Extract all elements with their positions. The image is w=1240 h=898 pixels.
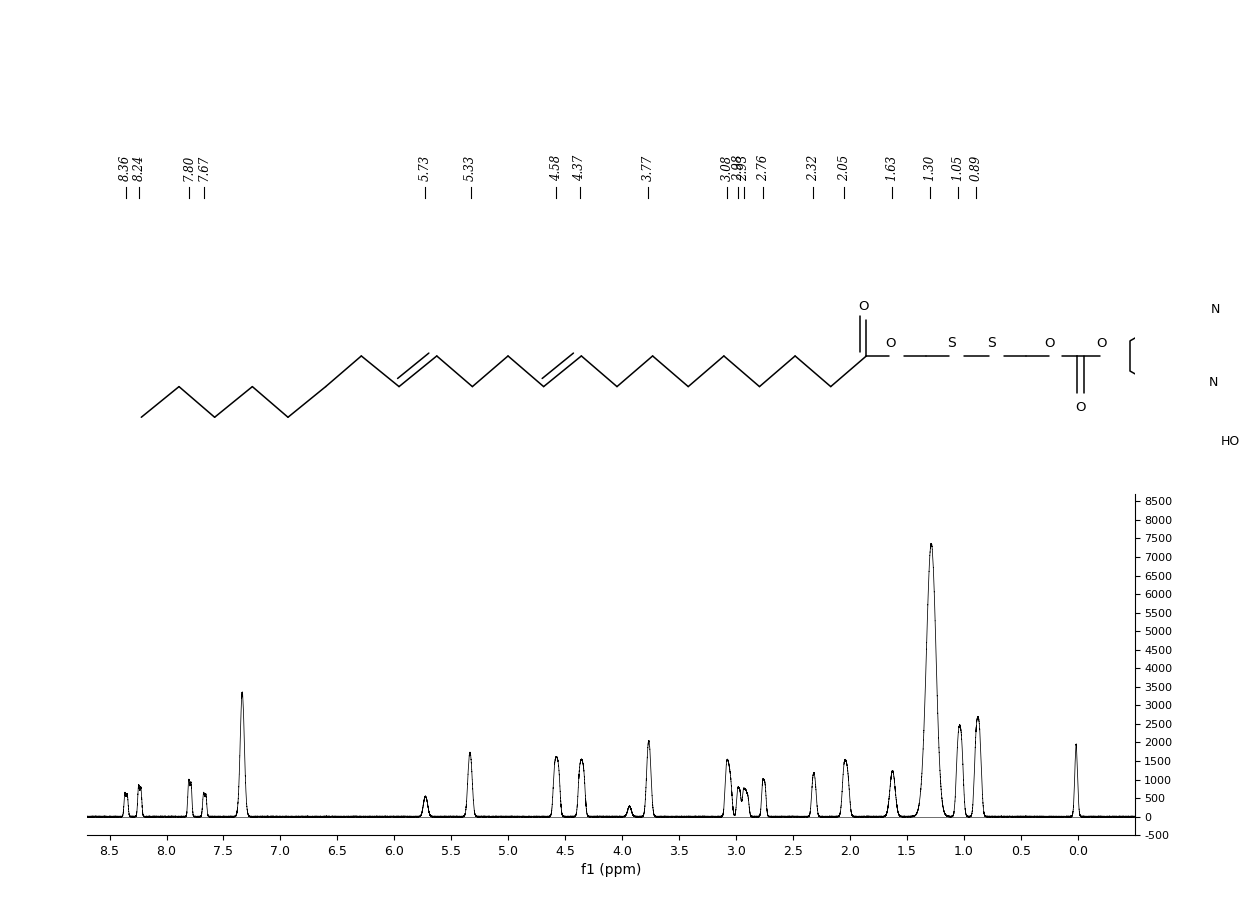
Text: 7.80: 7.80 <box>182 155 196 181</box>
Text: 1.05: 1.05 <box>951 155 965 181</box>
Text: N: N <box>1209 375 1218 389</box>
Text: 5.73: 5.73 <box>419 155 432 181</box>
Text: HO: HO <box>1221 435 1240 448</box>
Text: O: O <box>885 337 895 350</box>
Text: 2.93: 2.93 <box>738 155 750 181</box>
Text: 8.24: 8.24 <box>133 155 145 181</box>
Text: 4.58: 4.58 <box>549 155 563 181</box>
Text: 2.32: 2.32 <box>807 155 820 181</box>
Text: 1.30: 1.30 <box>923 155 936 181</box>
Text: 7.67: 7.67 <box>197 155 211 181</box>
Text: 5.33: 5.33 <box>464 155 477 181</box>
Text: O: O <box>858 300 868 313</box>
Text: S: S <box>987 336 996 350</box>
Text: 3.77: 3.77 <box>642 155 655 181</box>
Text: S: S <box>947 336 956 350</box>
Text: 2.05: 2.05 <box>838 155 851 181</box>
Text: 1.63: 1.63 <box>885 155 899 181</box>
Text: 2.76: 2.76 <box>756 155 770 181</box>
Text: O: O <box>1075 401 1085 414</box>
Text: 2.98: 2.98 <box>732 155 745 181</box>
Text: 4.37: 4.37 <box>573 155 587 181</box>
Text: O: O <box>1044 337 1055 350</box>
Text: 0.89: 0.89 <box>970 155 983 181</box>
X-axis label: f1 (ppm): f1 (ppm) <box>580 863 641 877</box>
Text: N: N <box>1210 304 1220 316</box>
Text: O: O <box>1096 337 1106 350</box>
Text: 3.08: 3.08 <box>720 155 733 181</box>
Text: 8.36: 8.36 <box>119 155 131 181</box>
